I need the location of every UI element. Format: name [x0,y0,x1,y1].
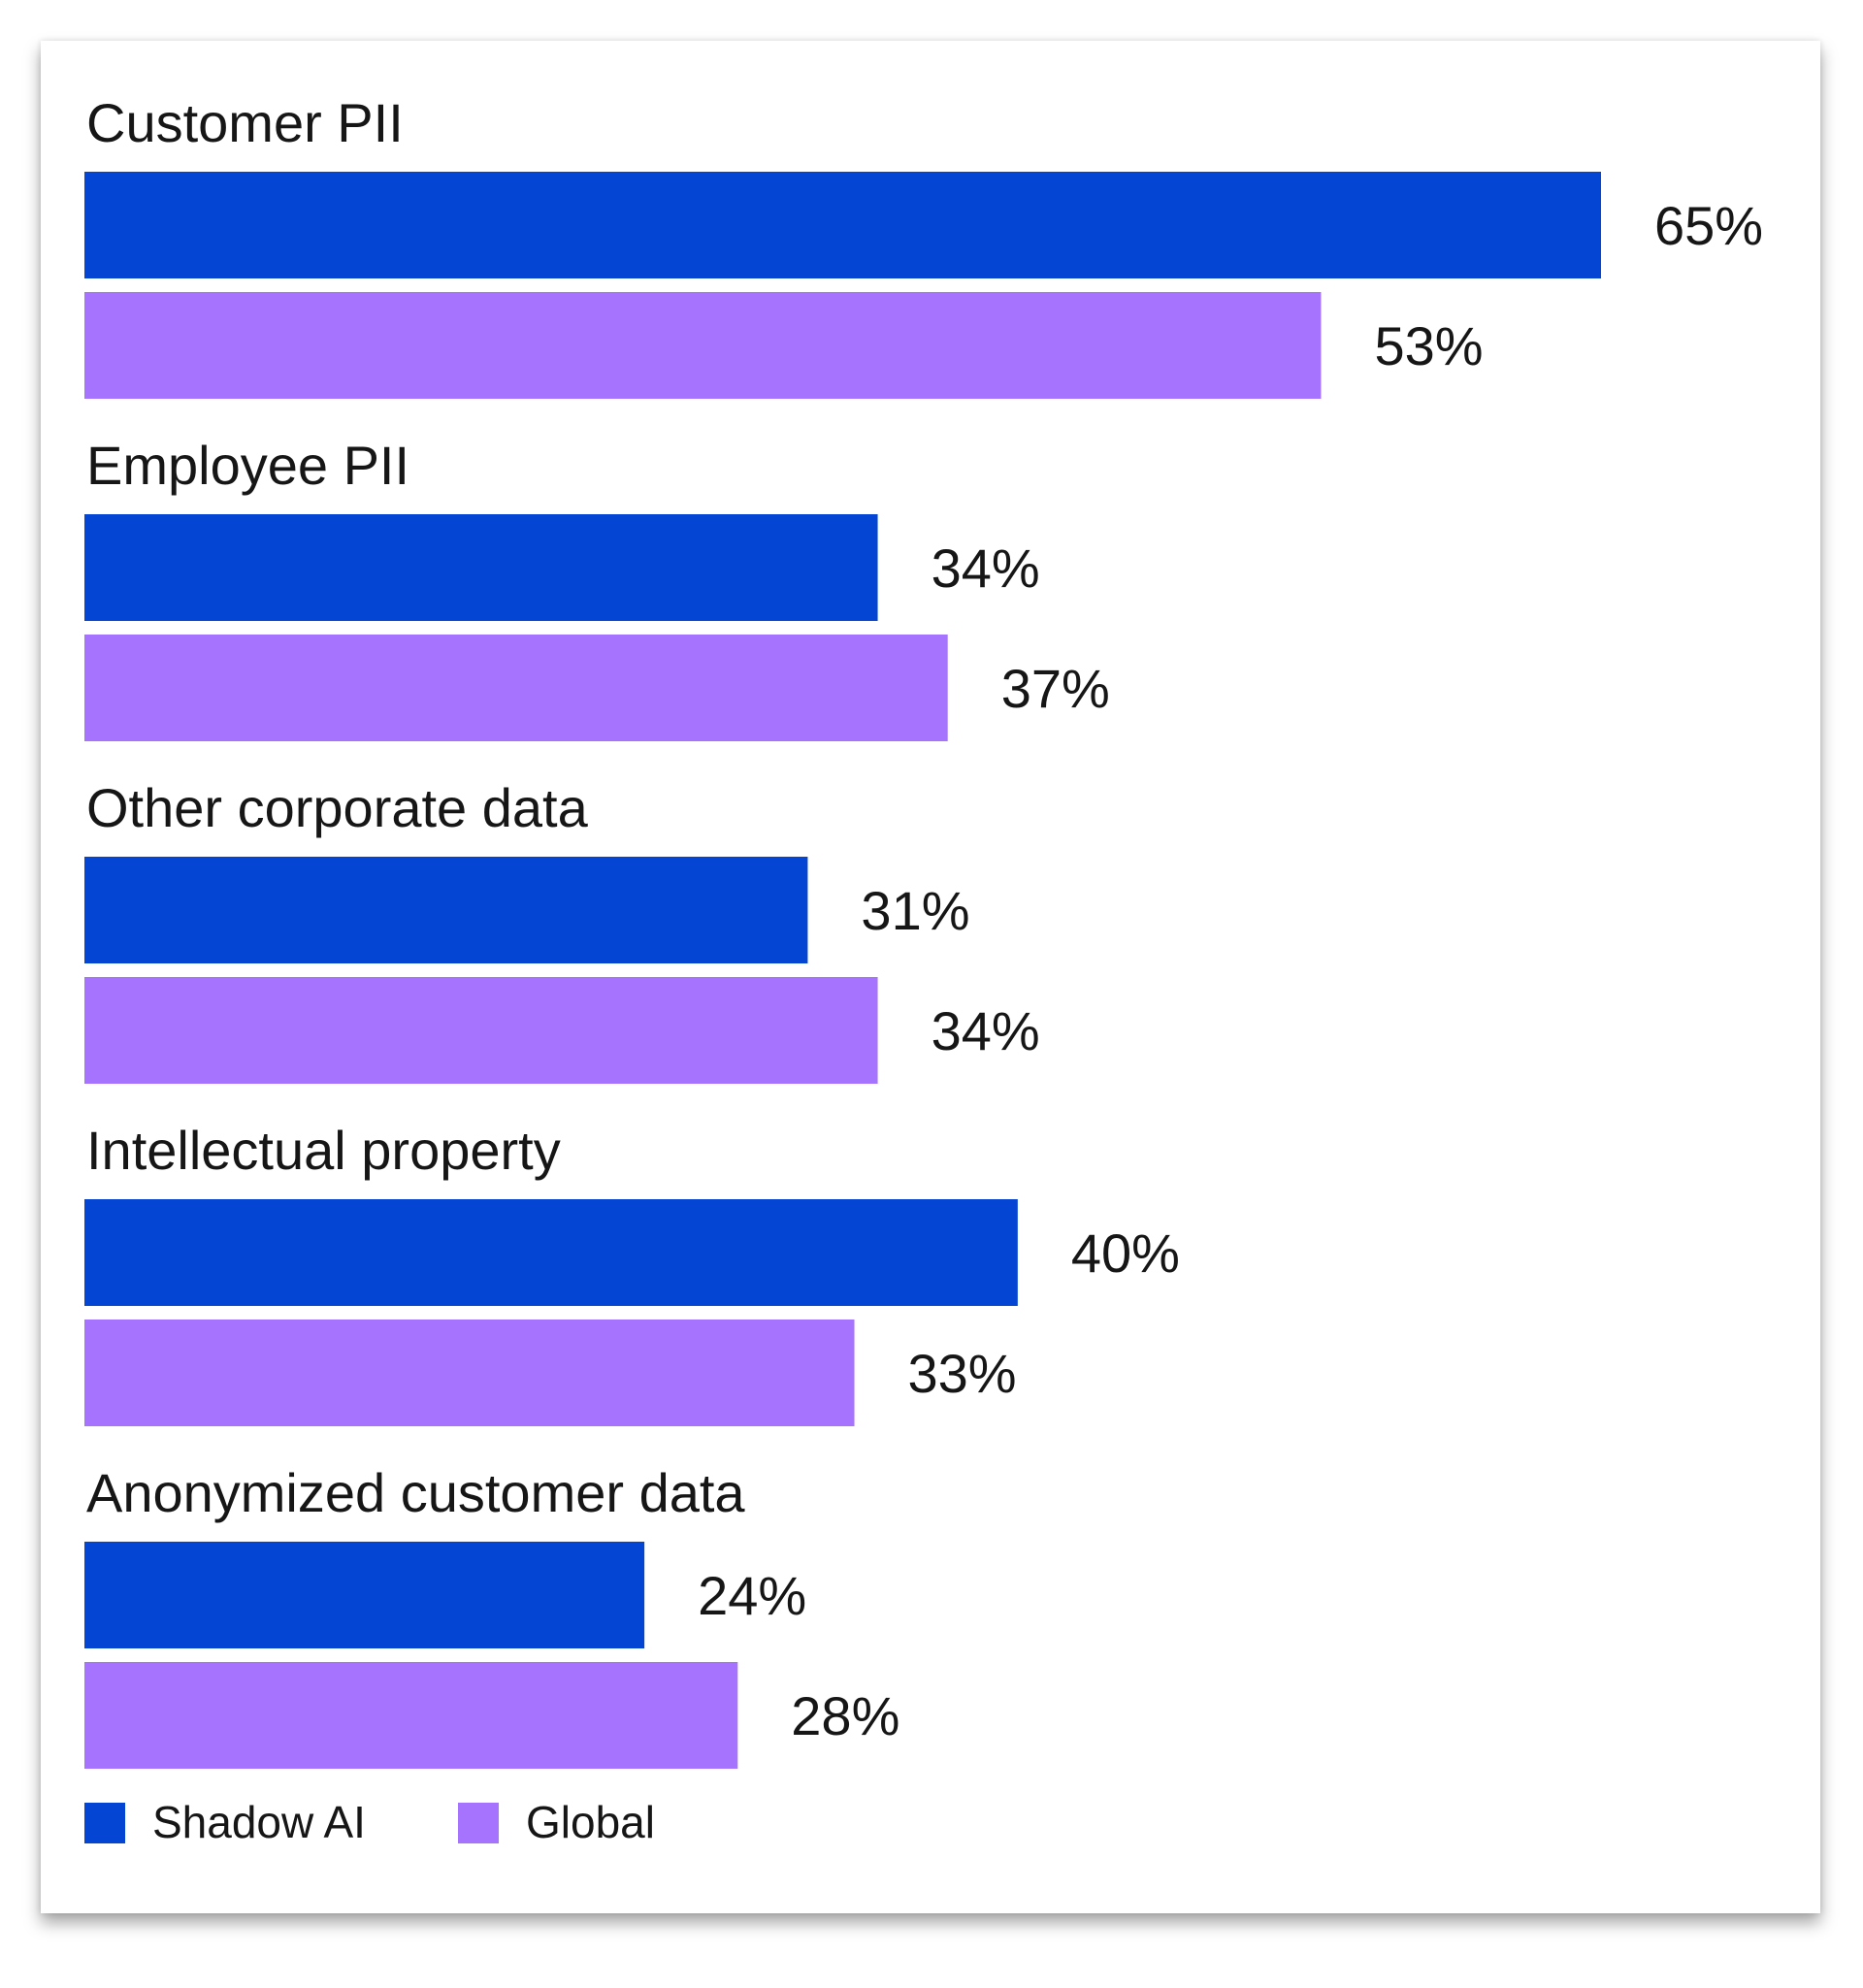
bar-global [84,635,948,741]
category-label: Employee PII [86,435,409,496]
bar-shadow-ai [84,172,1601,278]
legend: Shadow AI Global [84,1797,655,1847]
category-group: Anonymized customer data 24% 28% [84,1462,899,1769]
value-label: 33% [908,1343,1017,1404]
value-label: 53% [1374,315,1483,376]
chart-card: Customer PII 65% 53% Employee PII 34% 37% Othe… [41,41,1820,1913]
bar-chart: Customer PII 65% 53% Employee PII 34% 37% Othe… [84,92,1763,1847]
bar-shadow-ai [84,514,878,621]
category-label: Customer PII [86,92,404,153]
bar-global [84,292,1322,399]
category-label: Anonymized customer data [86,1462,745,1523]
value-label: 28% [791,1685,899,1746]
category-group: Intellectual property 40% 33% [84,1120,1180,1426]
value-label: 34% [932,538,1040,599]
bar-shadow-ai [84,1542,645,1648]
bar-global [84,977,878,1084]
category-label: Other corporate data [86,777,589,838]
value-label: 65% [1654,195,1763,256]
legend-swatch [84,1803,125,1843]
category-group: Other corporate data 31% 34% [84,777,1040,1084]
value-label: 34% [932,1000,1040,1061]
legend-label: Global [526,1797,655,1847]
bar-global [84,1320,855,1426]
value-label: 31% [861,880,969,941]
value-label: 37% [1001,658,1110,719]
bar-shadow-ai [84,857,808,963]
bar-global [84,1662,738,1769]
bar-shadow-ai [84,1199,1018,1306]
category-group: Customer PII 65% 53% [84,92,1763,399]
legend-label: Shadow AI [152,1797,366,1847]
value-label: 40% [1071,1222,1180,1284]
category-label: Intellectual property [86,1120,561,1181]
value-label: 24% [698,1565,806,1626]
legend-swatch [458,1803,499,1843]
category-group: Employee PII 34% 37% [84,435,1110,741]
